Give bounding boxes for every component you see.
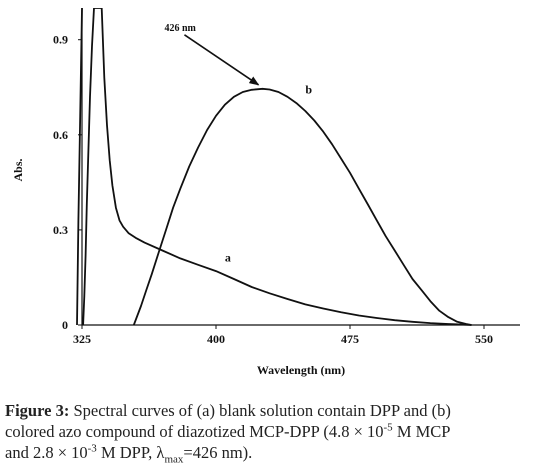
figure-caption: Figure 3: Spectral curves of (a) blank s… bbox=[5, 400, 539, 466]
caption-line3-sub: max bbox=[164, 453, 184, 466]
label-layer: a b 426 nm bbox=[164, 23, 312, 265]
y-tick-label: 0 bbox=[62, 318, 68, 332]
caption-line3-c: =426 nm). bbox=[183, 443, 253, 462]
chart-svg: 325 400 475 550 0 0.3 0.6 0.9 Wavelength (nm) Abs… bbox=[11, 8, 520, 377]
caption-line3-b: M DPP, λ bbox=[96, 443, 165, 462]
series-a-line bbox=[82, 8, 472, 326]
x-axis-title: Wavelength (nm) bbox=[257, 363, 345, 377]
x-tick-label: 400 bbox=[207, 332, 225, 346]
peak-annotation-text: 426 nm bbox=[164, 23, 196, 34]
series-2-line bbox=[76, 8, 83, 326]
x-tick-label: 550 bbox=[475, 332, 493, 346]
caption-line1: Spectral curves of (a) blank solution co… bbox=[69, 401, 451, 420]
axes-layer: 325 400 475 550 0 0.3 0.6 0.9 Wavelength (nm) Abs… bbox=[11, 8, 520, 377]
caption-label: Figure 3: bbox=[5, 401, 70, 420]
y-axis-title: Abs. bbox=[11, 158, 25, 181]
curve-label-b: b bbox=[305, 83, 312, 97]
caption-line3-sup: -3 bbox=[87, 442, 97, 455]
y-tick-label: 0.6 bbox=[53, 128, 68, 142]
peak-annotation-arrow bbox=[184, 34, 260, 86]
series-b-line bbox=[132, 87, 472, 326]
x-tick-label: 475 bbox=[341, 332, 359, 346]
caption-line3-a: and 2.8 × 10 bbox=[5, 443, 88, 462]
y-tick-label: 0.3 bbox=[53, 223, 68, 237]
spectral-chart: 325 400 475 550 0 0.3 0.6 0.9 Wavelength (nm) Abs… bbox=[11, 8, 520, 377]
series-layer bbox=[76, 8, 472, 326]
x-tick-label: 325 bbox=[73, 332, 91, 346]
curve-label-a: a bbox=[225, 251, 231, 265]
caption-line2-b: M MCP bbox=[392, 422, 451, 441]
caption-line2-a: colored azo compound of diazotized MCP-D… bbox=[5, 422, 384, 441]
caption-line2-sup: -5 bbox=[383, 421, 393, 434]
y-tick-label: 0.9 bbox=[53, 33, 68, 47]
